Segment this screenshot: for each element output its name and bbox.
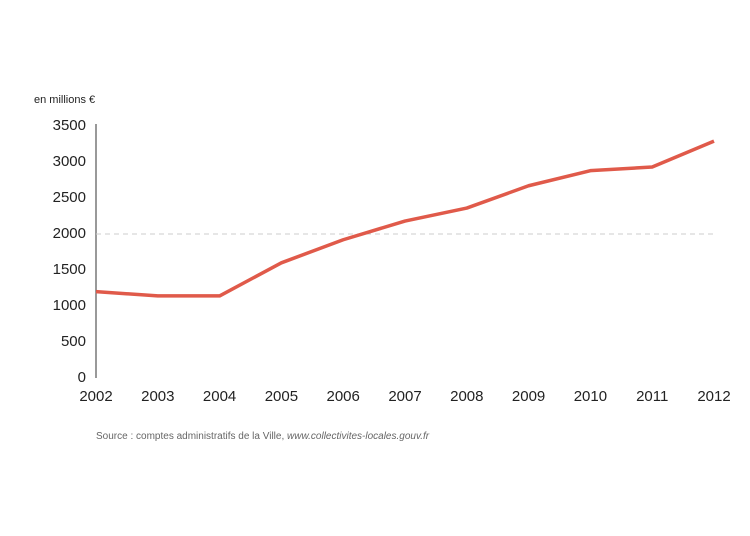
- y-tick-label: 1000: [53, 297, 86, 314]
- x-tick-label: 2010: [574, 388, 607, 405]
- x-tick-label: 2005: [265, 388, 298, 405]
- x-tick-label: 2003: [141, 388, 174, 405]
- y-tick-label: 0: [78, 369, 86, 386]
- x-tick-label: 2006: [327, 388, 360, 405]
- x-tick-label: 2011: [636, 388, 668, 405]
- x-tick-label: 2002: [79, 388, 112, 405]
- source: Source : comptes administratifs de la Vi…: [96, 431, 430, 442]
- data-line: [95, 139, 715, 298]
- y-axis-title: en millions €: [34, 94, 95, 106]
- y-tick-label: 1500: [53, 261, 86, 278]
- x-tick-label: 2007: [388, 388, 421, 405]
- y-tick-label: 2000: [53, 225, 86, 242]
- x-tick-label: 2008: [450, 388, 483, 405]
- x-tick-label: 2012: [697, 388, 730, 405]
- x-tick-label: 2004: [203, 388, 236, 405]
- y-tick-label: 3500: [53, 117, 86, 134]
- y-tick-label: 500: [61, 333, 86, 350]
- source-text: Source : comptes administratifs de la Vi…: [96, 431, 287, 442]
- source-url: www.collectivites-locales.gouv.fr: [287, 431, 430, 442]
- y-tick-label: 3000: [53, 153, 86, 170]
- y-tick-label: 2500: [53, 189, 86, 206]
- x-tick-label: 2009: [512, 388, 545, 405]
